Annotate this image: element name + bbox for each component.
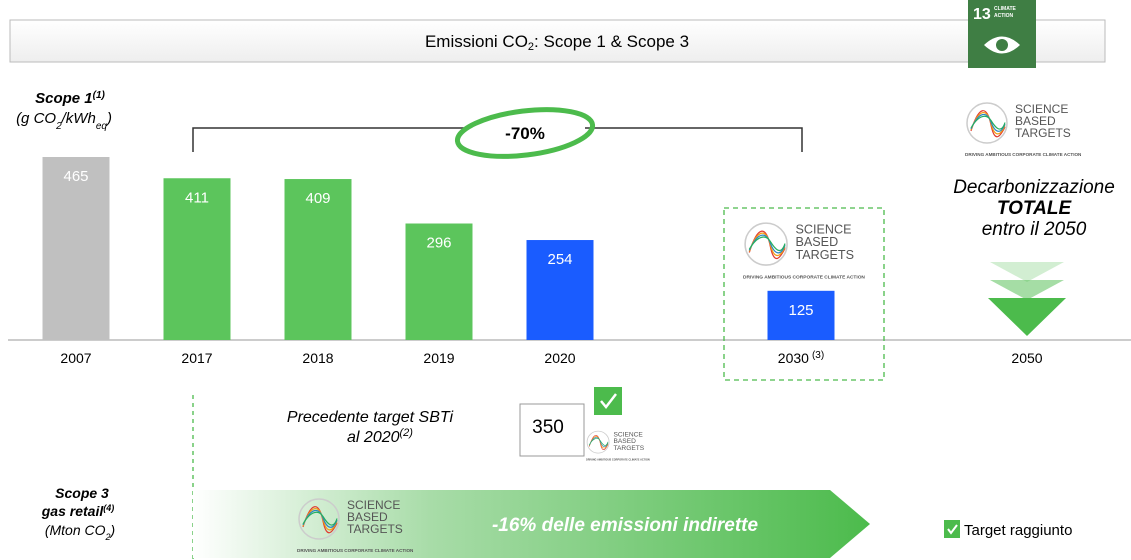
logo-text: BASED — [796, 235, 839, 249]
svg-text:ACTION: ACTION — [994, 13, 1014, 19]
prev-target: Precedente target SBTi — [287, 409, 454, 426]
logo-tagline: DRIVING AMBITIOUS CORPORATE CLIMATE ACTI… — [586, 458, 650, 461]
logo-text: BASED — [347, 510, 388, 524]
logo-text: TARGETS — [796, 248, 855, 262]
x-tick-label: 2007 — [60, 350, 91, 366]
x-tick-text: 2020 — [544, 350, 575, 366]
legend — [944, 520, 960, 538]
title: Emissioni CO2: Scope 1 & Scope 3 — [425, 32, 689, 53]
x-tick-label: 2020 — [544, 350, 575, 366]
highlight-ring — [454, 107, 596, 159]
reduction: -70% — [505, 124, 545, 143]
logo-text: SCIENCE — [1015, 102, 1068, 116]
target-box — [723, 207, 885, 381]
prev-target: al 2020(2) — [347, 427, 413, 446]
logo-text: TARGETS — [1015, 126, 1071, 140]
bracket — [192, 127, 803, 152]
logo-text: SCIENCE — [796, 223, 852, 237]
x-tick-label: 2018 — [302, 350, 333, 366]
logo-ring — [744, 222, 788, 266]
right-text: entro il 2050 — [982, 219, 1087, 240]
logo-tagline: DRIVING AMBITIOUS CORPORATE CLIMATE ACTI… — [965, 152, 1082, 157]
x-tick-text: 2050 — [1011, 350, 1042, 366]
bar — [526, 240, 594, 340]
value-label: 409 — [305, 190, 330, 207]
check — [594, 387, 622, 415]
logo-text: SCIENCE — [614, 432, 644, 439]
bar — [405, 223, 473, 340]
logo-text: TARGETS — [614, 445, 645, 452]
legend-label: Target raggiunto — [964, 522, 1072, 539]
bar — [163, 178, 231, 340]
scope1-unit: (g CO2/kWheq) — [16, 110, 112, 132]
logo-ring — [298, 498, 340, 540]
x-tick-text: 2030 — [778, 350, 809, 366]
value-label: 411 — [185, 189, 209, 206]
prev-value: 350 — [532, 417, 564, 438]
logo-wave — [302, 510, 338, 528]
scope3-reduction: -16% delle emissioni indirette — [492, 515, 759, 536]
logo-wave — [748, 234, 786, 254]
logo-wave — [302, 511, 338, 526]
logo-text: SCIENCE — [347, 498, 400, 512]
scope1-title: Scope 1(1) — [35, 90, 105, 108]
scope3-title: Scope 3 — [55, 485, 109, 501]
svg-text:13: 13 — [973, 6, 991, 23]
bar — [767, 290, 835, 340]
x-tick-text: 2018 — [302, 350, 333, 366]
logo-ring — [586, 430, 610, 454]
x-tick-text: 2007 — [60, 350, 91, 366]
bar — [42, 157, 110, 340]
logo-text: BASED — [614, 438, 637, 445]
scope3-title: gas retail(4) — [41, 503, 114, 519]
x-tick-label: 2030 (3) — [778, 350, 824, 367]
x-tick-text: 2017 — [181, 350, 212, 366]
x-tick-note: (3) — [812, 350, 824, 361]
logo-tagline: DRIVING AMBITIOUS CORPORATE CLIMATE ACTI… — [743, 275, 865, 281]
right-text: Decarbonizzazione — [953, 177, 1115, 198]
x-tick-label: 2050 — [1011, 350, 1042, 366]
logo-wave — [970, 115, 1006, 130]
svg-text:CLIMATE: CLIMATE — [994, 6, 1017, 12]
scope3-unit: (Mton CO2) — [45, 522, 115, 542]
chevrons — [988, 262, 1066, 336]
right-text: TOTALE — [997, 198, 1073, 219]
title-bar — [9, 19, 1106, 63]
x-tick-label: 2019 — [423, 350, 454, 366]
x-tick-text: 2019 — [423, 350, 454, 366]
prev-box — [519, 403, 585, 457]
logo-text: TARGETS — [347, 522, 403, 536]
x-tick-label: 2017 — [181, 350, 212, 366]
value-label: 465 — [63, 168, 88, 185]
logo-wave — [748, 236, 786, 252]
logo-wave — [589, 438, 609, 446]
value-label: 296 — [426, 235, 451, 252]
logo-ring — [966, 102, 1008, 144]
scope3-arrow — [193, 490, 870, 558]
sdg-badge: 13 CLIMATE ACTION — [968, 0, 1036, 68]
logo-text: BASED — [1015, 114, 1056, 128]
logo-wave — [970, 114, 1006, 132]
bar — [284, 179, 352, 340]
value-label: 254 — [547, 251, 572, 268]
value-label: 125 — [788, 302, 813, 319]
logo-wave — [588, 437, 609, 447]
logo-tagline: DRIVING AMBITIOUS CORPORATE CLIMATE ACTI… — [297, 548, 414, 553]
